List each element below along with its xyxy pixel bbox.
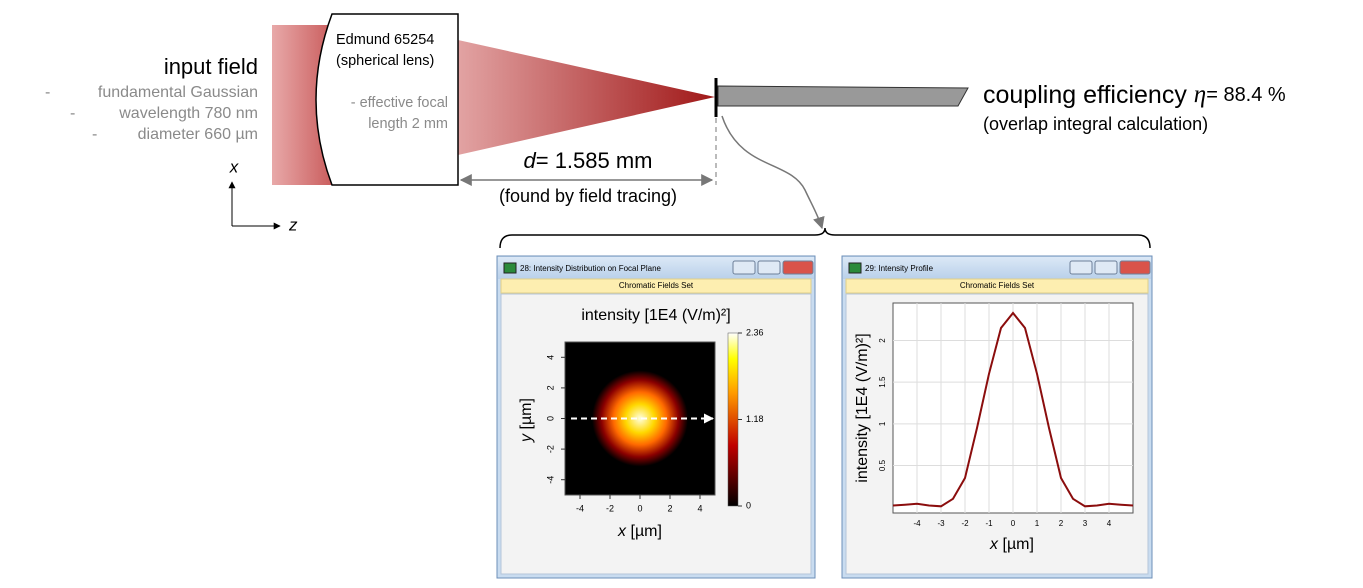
chart-title: intensity [1E4 (V/m)²] xyxy=(581,307,730,324)
x-tick-label: -2 xyxy=(961,519,969,528)
fiber xyxy=(717,85,969,107)
lens xyxy=(315,13,459,186)
x-tick-label: 1 xyxy=(1035,519,1040,528)
axis-label: y [µm] xyxy=(518,398,535,443)
colorbar-tick-label: 0 xyxy=(746,500,751,510)
y-tick-label: 2 xyxy=(878,338,887,343)
input-item: wavelength 780 nm xyxy=(118,105,258,122)
focused-beam xyxy=(458,40,715,155)
lens-label: - effective focal xyxy=(351,95,448,111)
distance-note: (found by field tracing) xyxy=(499,186,677,206)
x-tick-label: 2 xyxy=(667,503,672,513)
subtitle-bar xyxy=(845,278,1149,294)
axis-label: x xyxy=(229,157,239,176)
lens-label: length 2 mm xyxy=(368,116,448,132)
y-tick-label: 0.5 xyxy=(878,459,887,471)
window-icon xyxy=(503,262,517,274)
axis-label: x [µm] xyxy=(617,523,662,540)
colorbar-tick-label: 2.36 xyxy=(746,327,764,337)
window-close-button[interactable] xyxy=(782,260,814,275)
y-tick-label: 4 xyxy=(545,355,555,360)
coupling-value: = 88.4 % xyxy=(1206,84,1286,106)
window-max-button[interactable] xyxy=(757,260,781,275)
input-title: input field xyxy=(164,54,258,79)
axis-label: x [µm] xyxy=(989,536,1034,553)
window-title: 28: Intensity Distribution on Focal Plan… xyxy=(520,264,662,273)
y-tick-label: 2 xyxy=(545,385,555,390)
x-tick-label: 0 xyxy=(637,503,642,513)
axis-label: z xyxy=(288,215,298,234)
coupling-symbol: η xyxy=(1194,81,1206,108)
subtitle-bar xyxy=(500,278,812,294)
x-tick-label: -4 xyxy=(576,503,584,513)
link-arrow xyxy=(721,115,825,230)
axis-unit: [µm] xyxy=(631,523,662,540)
window-min-button[interactable] xyxy=(732,260,756,275)
distance-symbol: d xyxy=(523,148,536,173)
coupling-label: coupling efficiency η= 88.4 % xyxy=(983,81,1286,109)
coupling-note: (overlap integral calculation) xyxy=(983,114,1208,134)
axis-unit: [µm] xyxy=(1003,536,1034,553)
axis-label: intensity [1E4 (V/m)²] xyxy=(854,333,871,482)
input-item: diameter 660 µm xyxy=(138,126,258,143)
x-tick-label: -3 xyxy=(937,519,945,528)
colorbar xyxy=(727,332,739,507)
lens-label: Edmund 65254 xyxy=(336,32,434,48)
x-tick-label: 0 xyxy=(1011,519,1016,528)
axis-var: x xyxy=(989,536,999,553)
distance-label: d= 1.585 mm xyxy=(523,148,652,173)
x-tick-label: 3 xyxy=(1083,519,1088,528)
x-tick-label: -2 xyxy=(606,503,614,513)
window-min-button[interactable] xyxy=(1069,260,1093,275)
x-tick-label: 4 xyxy=(697,503,702,513)
window-max-button[interactable] xyxy=(1094,260,1118,275)
brace xyxy=(499,227,1151,249)
bullet: - xyxy=(45,84,50,101)
y-tick-label: -2 xyxy=(545,445,555,453)
x-tick-label: -4 xyxy=(913,519,921,528)
x-tick-label: 4 xyxy=(1107,519,1112,528)
profile-line xyxy=(892,311,1134,508)
x-tick-label: -1 xyxy=(985,519,993,528)
window-subtitle: Chromatic Fields Set xyxy=(960,281,1035,290)
y-tick-label: -4 xyxy=(545,476,555,484)
axis-unit: [µm] xyxy=(518,398,535,429)
window-title: 29: Intensity Profile xyxy=(865,264,934,273)
bullet: - xyxy=(70,105,75,122)
axis-var: x xyxy=(617,523,627,540)
colorbar-tick-label: 1.18 xyxy=(746,414,764,424)
windows: 28: Intensity Distribution on Focal Plan… xyxy=(496,255,1153,579)
input-item: fundamental Gaussian xyxy=(98,84,258,101)
y-tick-label: 1.5 xyxy=(878,376,887,388)
window-icon xyxy=(848,262,862,274)
coupling-text: coupling efficiency xyxy=(983,81,1187,109)
distance-value: = 1.585 mm xyxy=(536,148,653,173)
bullet: - xyxy=(92,126,97,143)
window-close-button[interactable] xyxy=(1119,260,1151,275)
window-subtitle: Chromatic Fields Set xyxy=(619,281,694,290)
y-tick-label: 1 xyxy=(878,421,887,426)
x-tick-label: 2 xyxy=(1059,519,1064,528)
axis-var: y xyxy=(518,433,535,443)
intensity-spot xyxy=(592,370,688,467)
lens-label: (spherical lens) xyxy=(336,53,434,69)
y-tick-label: 0 xyxy=(545,416,555,421)
